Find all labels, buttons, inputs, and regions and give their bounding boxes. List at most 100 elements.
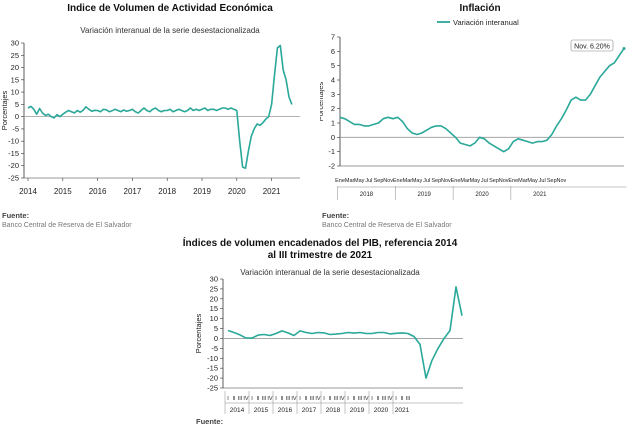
ivae-y-tick-label: -20	[8, 161, 19, 170]
ivae-y-tick-label: 25	[11, 51, 19, 60]
pib-quarter-tick-label: I	[371, 396, 373, 402]
inflation-last-point	[622, 46, 626, 50]
inflation-month-tick-label: Mar	[460, 178, 470, 184]
inflation-annotation-label: Nov. 6.20%	[574, 44, 610, 51]
pib-quarter-tick-label: III	[262, 396, 267, 402]
pib-quarter-tick-label: IV	[387, 396, 393, 402]
inflation-month-tick-label: May	[527, 178, 538, 184]
inflation-month-tick-label: Nov	[557, 178, 567, 184]
inflation-year-label: 2021	[533, 192, 547, 198]
ivae-chart-panel: Indice de Volumen de Actividad Económica…	[0, 0, 320, 232]
inflation-chart-plot: 7 6 5 4 3 2 1 0 -1 -2 Porcentajes Variación interan…	[320, 18, 627, 200]
pib-quarter-tick-label: III	[238, 396, 243, 402]
inflation-y-tick-label: 5	[331, 61, 335, 70]
inflation-month-tick-label: Nov	[499, 178, 509, 184]
pib-y-tick-label: 30	[210, 275, 218, 284]
ivae-y-tick-label: 10	[11, 88, 19, 97]
pib-source-label: Fuente:	[196, 417, 224, 426]
inflation-month-tick-label: May	[354, 178, 365, 184]
pib-quarter-tick-label: II	[376, 396, 380, 402]
pib-year-label: 2019	[350, 407, 365, 414]
pib-quarter-tick-label: III	[382, 396, 387, 402]
pib-quarter-tick-label: III	[310, 396, 315, 402]
pib-quarter-tick-label: IV	[315, 396, 321, 402]
ivae-y-tick-label: 30	[11, 39, 19, 48]
pib-quarter-tick-label: III	[286, 396, 291, 402]
ivae-x-tick-label: 2016	[89, 187, 107, 196]
pib-year-label: 2016	[278, 407, 293, 414]
ivae-y-tick-label: -15	[8, 149, 19, 158]
pib-quarter-tick-label: IV	[243, 396, 249, 402]
pib-y-tick-label: 20	[210, 294, 218, 303]
ivae-x-tick-label: 2020	[228, 187, 246, 196]
inflation-y-axis-label: Porcentajes	[320, 81, 325, 121]
pib-quarter-tick-label: II	[280, 396, 284, 402]
pib-chart-title-line2: al III trimestre de 2021	[267, 250, 373, 261]
ivae-y-axis-label: Porcentajes	[0, 90, 9, 130]
pib-y-tick-label: -5	[211, 344, 218, 353]
ivae-y-tick-label: -5	[12, 124, 19, 133]
ivae-chart-subtitle: Variación interanual de la serie desesta…	[80, 26, 260, 35]
pib-year-label: 2014	[230, 407, 245, 414]
pib-year-label: 2017	[302, 407, 317, 414]
inflation-source-label: Fuente:	[322, 211, 350, 220]
inflation-month-tick-label: Ene	[335, 178, 345, 184]
inflation-year-label: 2019	[418, 192, 432, 198]
inflation-month-tick-label: Sep	[374, 178, 384, 184]
pib-y-tick-label: 15	[210, 304, 218, 313]
inflation-series-line	[339, 48, 625, 153]
ivae-y-tick-label: 0	[15, 112, 19, 121]
inflation-month-tick-label: May	[412, 178, 423, 184]
inflation-month-tick-label: Mar	[518, 178, 528, 184]
pib-y-tick-label: -25	[207, 384, 218, 393]
pib-chart-subtitle: Variación interanual de la serie desesta…	[240, 268, 420, 277]
inflation-source-text: Banco Central de Reserva de El Salvador	[322, 222, 452, 229]
inflation-month-tick-label: Jul	[365, 178, 372, 184]
ivae-series-line	[27, 44, 293, 169]
ivae-source-label: Fuente:	[2, 211, 30, 220]
pib-quarter-tick-label: I	[275, 396, 277, 402]
inflation-legend-label: Variación interanual	[453, 18, 519, 27]
pib-year-label: 2015	[254, 407, 269, 414]
pib-quarter-tick-label: II	[400, 396, 404, 402]
inflation-y-tick-label: 3	[331, 90, 335, 99]
pib-y-tick-label: 5	[214, 324, 218, 333]
ivae-y-tick-label: 5	[15, 100, 19, 109]
pib-quarter-tick-label: IV	[291, 396, 297, 402]
pib-year-label: 2018	[326, 407, 341, 414]
inflation-chart-title: Inflación	[459, 3, 501, 14]
pib-quarter-tick-label: IV	[363, 396, 369, 402]
pib-quarter-tick-label: II	[328, 396, 332, 402]
pib-quarter-tick-label: II	[304, 396, 308, 402]
ivae-chart-title: Indice de Volumen de Actividad Económica	[67, 3, 273, 14]
inflation-year-label: 2020	[475, 192, 489, 198]
inflation-y-tick-label: 4	[331, 76, 335, 85]
pib-year-label: 2020	[374, 407, 389, 414]
ivae-x-tick-label: 2019	[193, 187, 211, 196]
inflation-month-tick-label: Sep	[547, 178, 557, 184]
pib-chart-panel: Índices de volumen encadenados del PIB, …	[0, 232, 640, 426]
pib-y-tick-label: -10	[207, 354, 218, 363]
pib-quarter-tick-label: II	[232, 396, 236, 402]
inflation-year-label: 2018	[360, 192, 374, 198]
inflation-chart-panel: Inflación 7 6 5 4 3 2 1 0 -1 -2 Porcentajes Variaci…	[320, 0, 640, 232]
pib-year-label: 2021	[395, 407, 410, 414]
pib-quarter-tick-label: I	[323, 396, 325, 402]
pib-chart-title: Índices de volumen encadenados del PIB, …	[182, 238, 458, 249]
inflation-month-tick-label: Ene	[451, 178, 461, 184]
ivae-x-tick-label: 2021	[263, 187, 281, 196]
pib-y-tick-label: -20	[207, 374, 218, 383]
inflation-month-tick-label: Jul	[423, 178, 430, 184]
inflation-month-tick-label: Sep	[431, 178, 441, 184]
inflation-y-tick-label: 2	[331, 104, 335, 113]
pib-series-line	[227, 286, 463, 379]
ivae-y-tick-label: -25	[8, 174, 19, 183]
pib-quarter-tick-label: II	[256, 396, 260, 402]
pib-quarter-tick-label: IV	[267, 396, 273, 402]
pib-quarter-tick-label: III	[406, 396, 411, 402]
ivae-y-tick-label: 20	[11, 63, 19, 72]
inflation-month-tick-label: Ene	[508, 178, 518, 184]
pib-quarter-tick-label: III	[358, 396, 363, 402]
inflation-y-tick-label: 0	[331, 133, 335, 142]
